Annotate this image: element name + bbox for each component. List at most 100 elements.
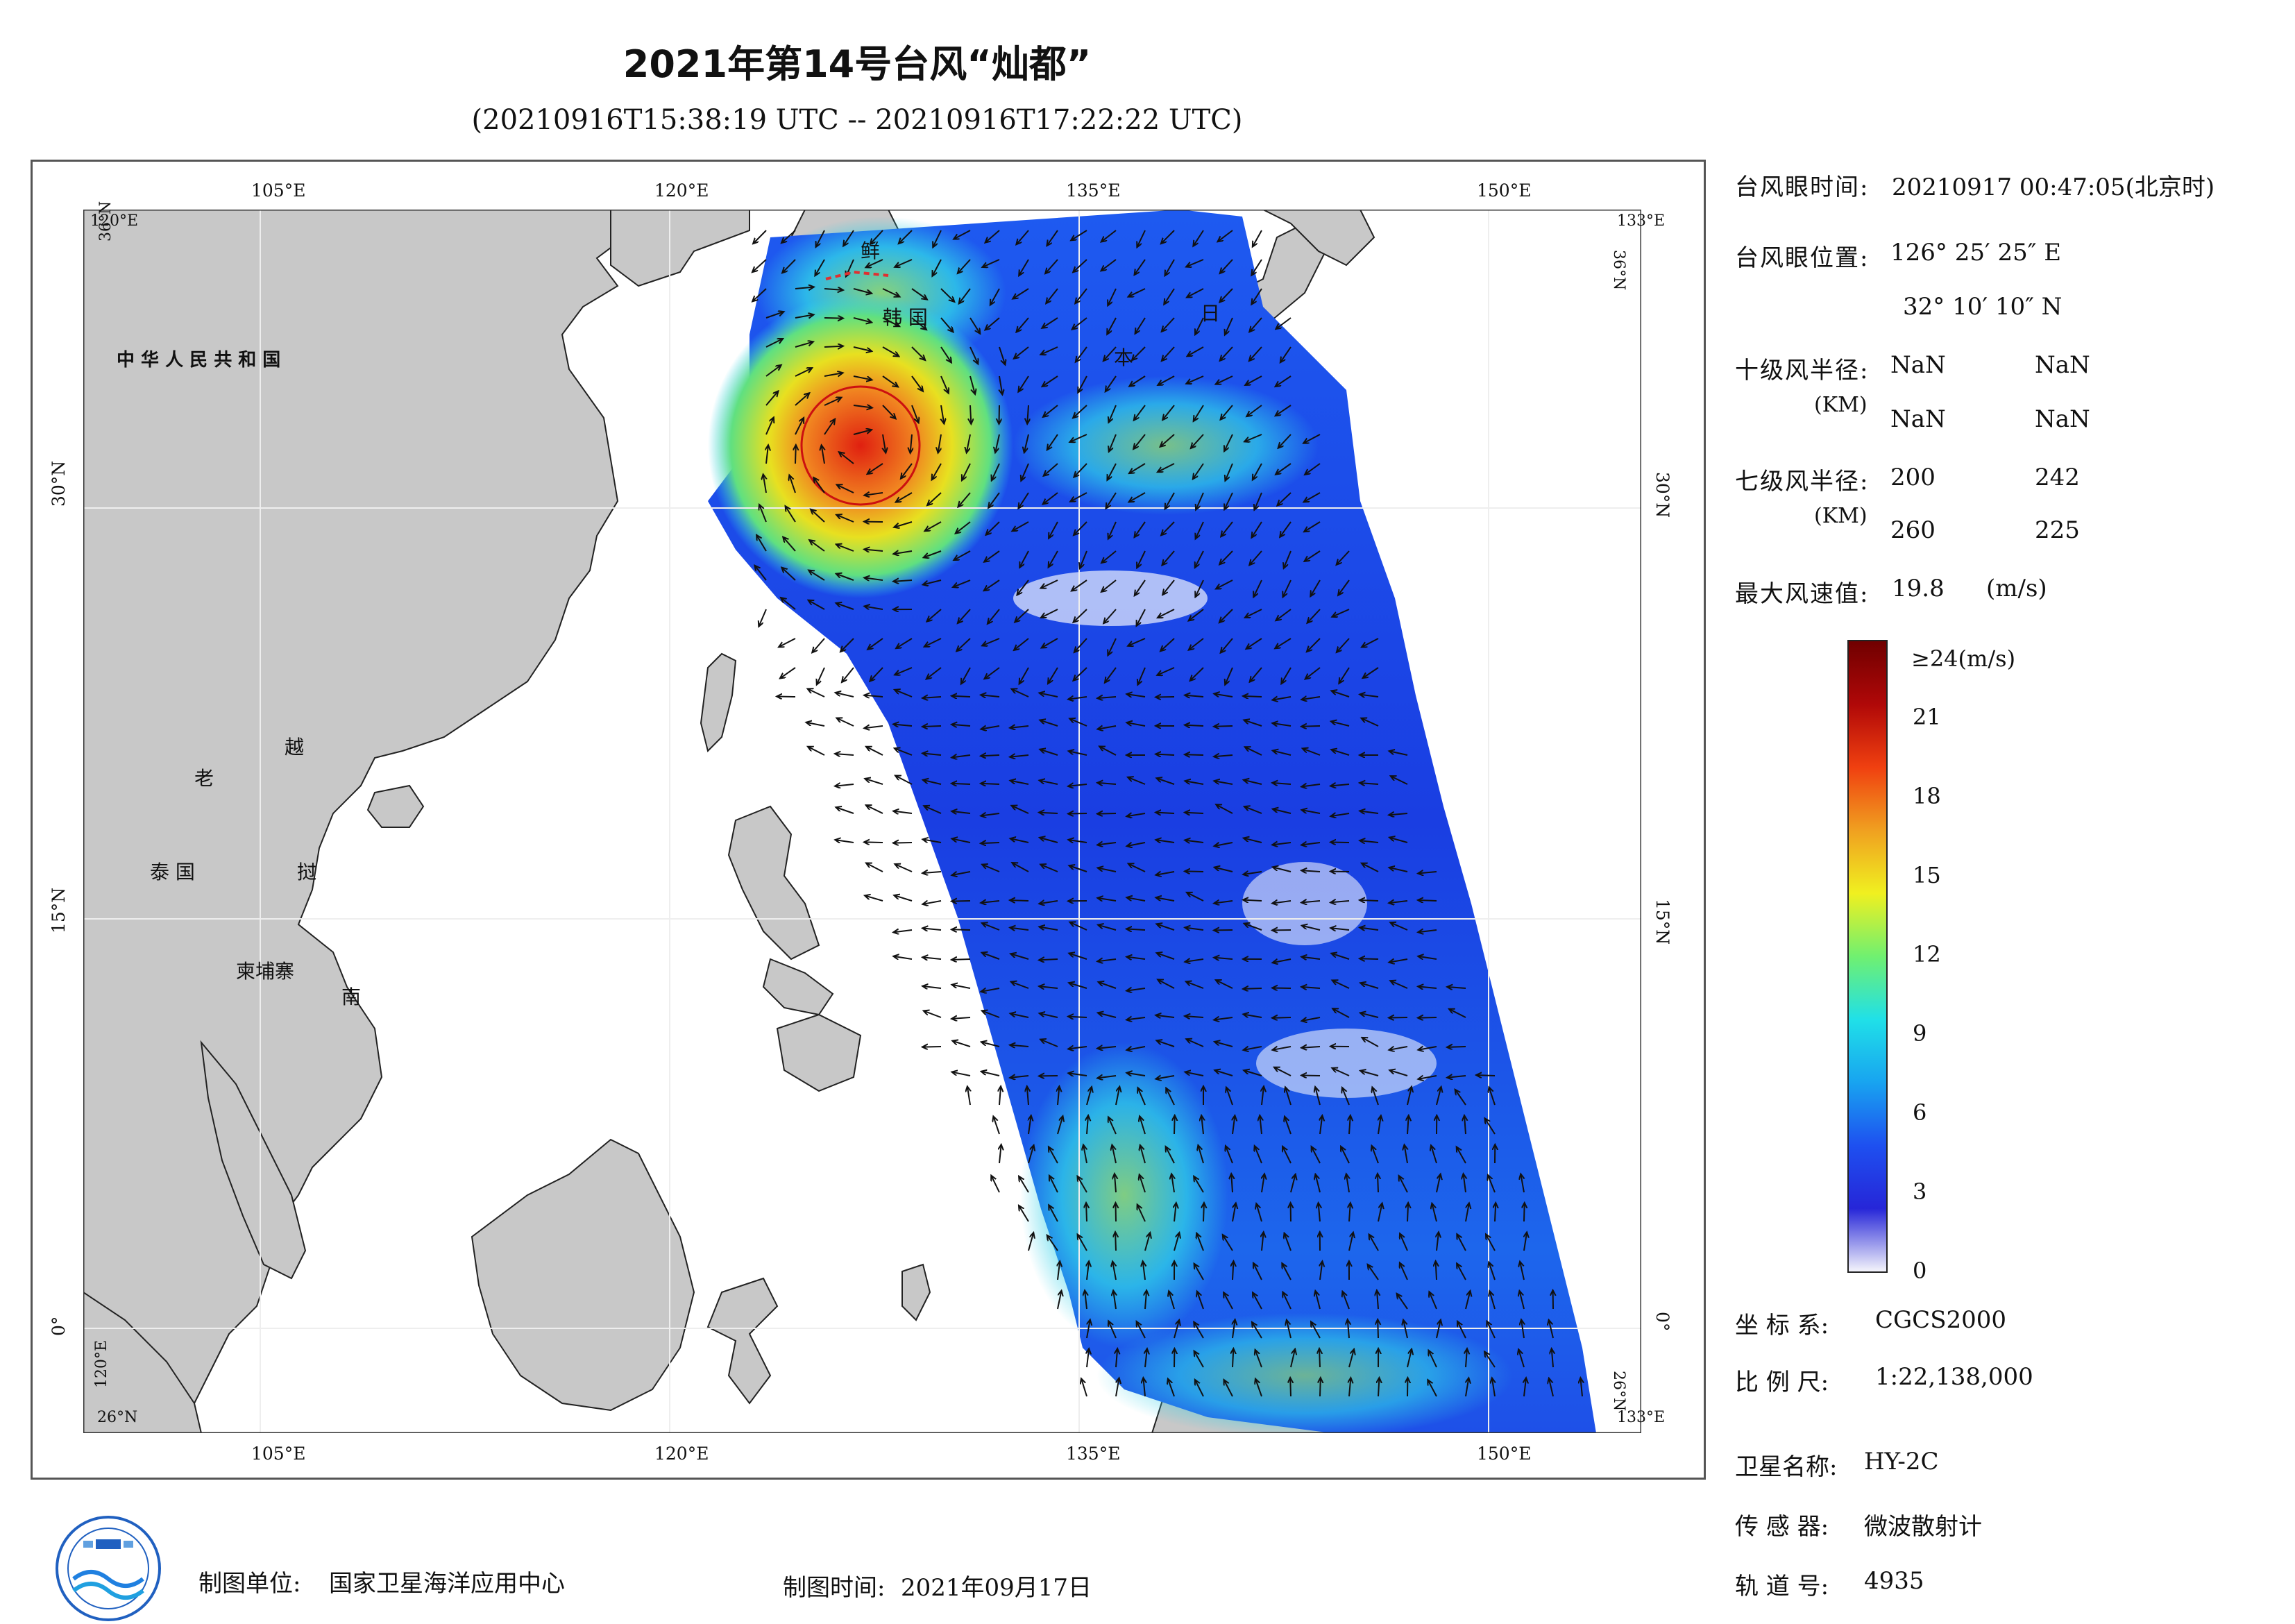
wind-patch-south: [1020, 1042, 1228, 1348]
org-label: 制图单位:: [198, 1564, 300, 1598]
wind-arrow: [1273, 988, 1291, 989]
colorbar-tick-label: 21: [1913, 704, 1941, 730]
lon-label-bottom: 150°E: [1477, 1444, 1531, 1464]
sensor-label: 传 感 器:: [1735, 1507, 1829, 1541]
wind-arrow: [952, 929, 970, 930]
wind-arrow: [1273, 1017, 1291, 1018]
r10-value: NaN: [1890, 351, 1946, 379]
sensor-value: 微波散射计: [1864, 1507, 1982, 1541]
scale-label: 比 例 尺:: [1735, 1363, 1829, 1397]
wind-arrow: [1419, 1017, 1437, 1018]
r7-value: 200: [1890, 464, 1936, 491]
wind-arrow: [952, 696, 970, 697]
lat-label-right: 15°N: [1652, 899, 1672, 945]
eye-pos-lat: 32° 10′ 10″ N: [1903, 293, 2062, 321]
colorbar-tick-label: 18: [1913, 783, 1941, 809]
wind-arrow: [1010, 900, 1028, 901]
place-japan: 日: [1201, 298, 1220, 326]
wind-arrow: [1040, 959, 1058, 960]
wind-arrow: [1436, 1262, 1437, 1280]
wind-arrow: [1524, 1203, 1525, 1221]
wind-arrow: [1302, 726, 1320, 727]
wind-arrow: [999, 405, 1000, 423]
wind-arrow: [1174, 1116, 1175, 1134]
corner-label: 133°E: [1617, 1409, 1665, 1426]
calm-patch: [1256, 1029, 1437, 1098]
colorbar-tick-label: 0: [1913, 1258, 1926, 1284]
corner-label: 36°N: [97, 201, 115, 242]
corner-label: 26°N: [1610, 1371, 1627, 1411]
wind-arrow: [1203, 1203, 1204, 1221]
place-thailand: 泰 国: [150, 857, 195, 885]
wind-arrow: [1244, 696, 1262, 697]
eye-pos-lon: 126° 25′ 25″ E: [1890, 239, 2061, 267]
place-laos: 老: [194, 763, 214, 791]
map-subtitle: (20210916T15:38:19 UTC -- 20210916T17:22…: [0, 104, 1714, 136]
lat-label-left: 15°N: [49, 888, 69, 933]
lon-label-top: 150°E: [1477, 180, 1531, 201]
wind-arrow: [1244, 988, 1262, 989]
max-wind-unit: (m/s): [1986, 575, 2047, 602]
r7-label: 七级风半径:: [1735, 462, 1869, 496]
wind-arrow: [824, 318, 842, 319]
place-korea-north: 鲜: [861, 236, 880, 264]
wind-arrow: [1407, 1203, 1408, 1221]
colorbar-tick-label: 6: [1913, 1099, 1926, 1126]
corner-label: 133°E: [1617, 212, 1665, 230]
wind-arrow: [865, 842, 883, 843]
wind-arrow: [1360, 958, 1378, 959]
place-laos: 挝: [297, 857, 316, 885]
r7-unit: (KM): [1814, 504, 1868, 528]
wind-arrow: [824, 346, 842, 347]
wind-arrow: [1069, 813, 1087, 814]
r10-unit: (KM): [1814, 393, 1868, 417]
corner-label: 26°N: [97, 1409, 137, 1426]
orbit-value: 4935: [1864, 1567, 1924, 1595]
wind-arrow: [1290, 1378, 1291, 1396]
orbit-label: 轨 道 号:: [1735, 1567, 1829, 1601]
wind-arrow: [1495, 1203, 1496, 1221]
corner-label: 120°E: [93, 1340, 110, 1388]
r10-value: NaN: [2035, 351, 2090, 379]
lat-label-left: 30°N: [49, 461, 69, 507]
wind-arrow: [952, 959, 970, 960]
r10-value: NaN: [1890, 405, 1946, 433]
wind-arrow: [1185, 754, 1203, 755]
wind-arrow: [1378, 1378, 1379, 1396]
org-value: 国家卫星海洋应用中心: [329, 1564, 565, 1598]
r10-label: 十级风半径:: [1735, 351, 1869, 385]
wind-patch-se: [1096, 1313, 1513, 1433]
colorbar-tick-label: 3: [1913, 1178, 1926, 1205]
wind-arrow: [952, 901, 970, 902]
wind-arrow: [923, 726, 941, 727]
scale-value: 1:22,138,000: [1875, 1363, 2033, 1391]
colorbar-tick-label: 12: [1913, 941, 1941, 967]
lon-label-top: 120°E: [654, 180, 709, 201]
colorbar: [1847, 640, 1888, 1273]
crs-value: CGCS2000: [1875, 1306, 2006, 1334]
colorbar-tick-label: 15: [1913, 862, 1941, 888]
lat-label-right: 30°N: [1652, 472, 1672, 518]
wind-arrow: [1477, 1075, 1495, 1076]
wind-arrow: [1319, 1349, 1320, 1367]
wind-map: [83, 210, 1641, 1433]
lon-label-top: 105°E: [251, 180, 305, 201]
lat-label-right: 0°: [1652, 1312, 1672, 1331]
wind-arrow: [1185, 725, 1203, 726]
place-china: 中 华 人 民 共 和 国: [117, 346, 280, 371]
wind-arrow: [1389, 1017, 1407, 1018]
r10-value: NaN: [2035, 405, 2090, 433]
eye-time-value: 20210917 00:47:05(北京时): [1892, 168, 2214, 202]
wind-arrow: [1320, 1378, 1321, 1396]
satellite-label: 卫星名称:: [1735, 1448, 1837, 1482]
place-cambodia: 柬埔寨: [236, 956, 294, 984]
date-label: 制图时间:: [783, 1568, 885, 1602]
satellite-value: HY-2C: [1864, 1448, 1939, 1475]
corner-label: 36°N: [1610, 250, 1627, 290]
place-japan: 本: [1114, 343, 1133, 371]
date-value: 2021年09月17日: [901, 1568, 1092, 1602]
wind-arrow: [1116, 1203, 1117, 1221]
wind-arrow: [1360, 900, 1378, 901]
crs-label: 坐 标 系:: [1735, 1306, 1829, 1340]
wind-arrow: [795, 446, 796, 464]
